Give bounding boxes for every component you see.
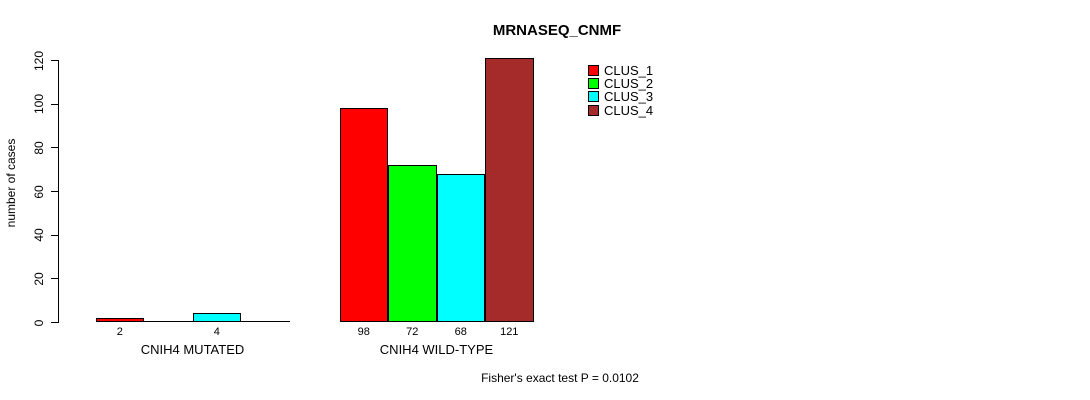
y-tick-mark xyxy=(51,278,58,280)
bar-value-label: 72 xyxy=(406,326,419,338)
y-tick-mark xyxy=(51,322,58,323)
bar-value-label: 98 xyxy=(357,326,370,338)
y-tick-label: 80 xyxy=(32,141,46,155)
y-tick-label: 0 xyxy=(32,319,46,326)
bar-value-label: 121 xyxy=(500,326,519,338)
legend-swatch-clus_1 xyxy=(588,65,599,76)
y-tick-mark xyxy=(51,234,58,236)
bar-clus_1 xyxy=(95,317,144,322)
y-tick-label: 100 xyxy=(32,94,46,115)
y-tick-mark xyxy=(51,147,58,149)
x-group-label: CNIH4 MUTATED xyxy=(140,342,245,357)
bar-clus_4-zero xyxy=(241,321,290,322)
y-axis-label: number of cases xyxy=(4,138,18,228)
bar-clus_2-zero xyxy=(144,321,193,322)
y-tick-label: 120 xyxy=(32,50,46,71)
bar-value-label: 68 xyxy=(454,326,467,338)
y-tick-mark xyxy=(51,103,58,105)
bar-value-label: 2 xyxy=(116,326,123,338)
legend-swatch-clus_4 xyxy=(588,104,599,116)
legend-swatch-clus_2 xyxy=(588,78,599,90)
legend-swatch-clus_3 xyxy=(588,91,599,103)
bar-clus_3 xyxy=(192,313,241,322)
y-tick-label: 60 xyxy=(32,184,46,199)
y-tick-label: 20 xyxy=(32,272,46,286)
chart-title: MRNASEQ_CNMF xyxy=(492,22,622,39)
y-tick-mark xyxy=(51,191,58,192)
bar-clus_1 xyxy=(339,108,388,322)
bar-clus_2 xyxy=(388,164,437,322)
y-tick-label: 40 xyxy=(32,228,46,242)
legend-label-clus_3: CLUS_3 xyxy=(604,89,654,105)
legend-label-clus_1: CLUS_1 xyxy=(604,63,654,78)
x-group-label: CNIH4 WILD-TYPE xyxy=(379,342,494,357)
stats-footer: Fisher's exact test P = 0.0102 xyxy=(481,371,639,385)
legend-label-clus_2: CLUS_2 xyxy=(604,76,654,92)
y-axis-line xyxy=(58,60,59,323)
bar-value-label: 4 xyxy=(213,326,220,338)
y-tick-mark xyxy=(51,60,58,61)
bar-clus_3 xyxy=(436,173,485,322)
bar-clus_4 xyxy=(485,57,534,322)
legend-label-clus_4: CLUS_4 xyxy=(604,102,654,118)
